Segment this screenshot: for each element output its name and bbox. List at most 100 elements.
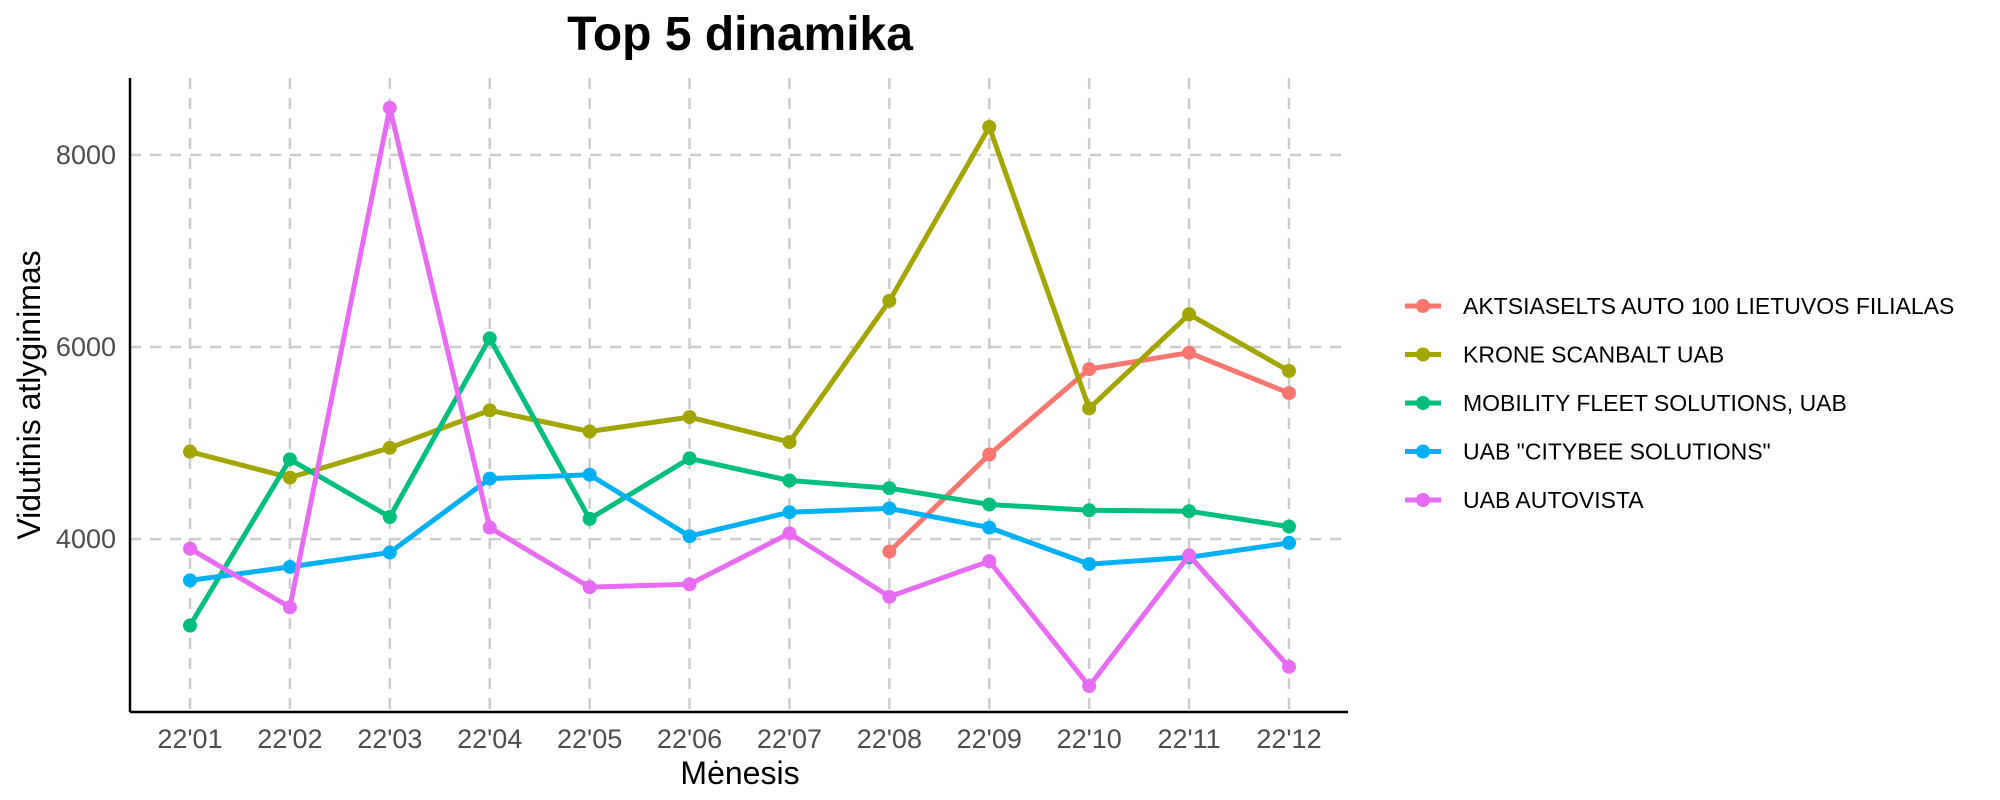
data-point (882, 501, 897, 516)
data-point (1282, 386, 1296, 401)
data-point (482, 471, 497, 486)
legend-label: AKTSIASELTS AUTO 100 LIETUVOS FILIALAS (1463, 293, 1954, 319)
data-point (1182, 504, 1197, 519)
data-point (382, 440, 397, 455)
data-point (682, 410, 697, 425)
data-point (282, 559, 297, 574)
data-point (1082, 503, 1097, 518)
x-tick-label: 22'12 (1256, 724, 1321, 754)
data-point (282, 470, 297, 485)
legend-label: KRONE SCANBALT UAB (1463, 342, 1724, 368)
x-axis-title: Mėnesis (680, 755, 799, 791)
legend-item: UAB "CITYBEE SOLUTIONS" (1405, 439, 1771, 465)
data-point (183, 618, 197, 633)
series-group (183, 119, 1296, 485)
series-group (183, 467, 1296, 588)
series-line (187, 335, 1292, 628)
x-tick-label: 22'03 (357, 724, 422, 754)
data-point (482, 331, 497, 346)
series-line (187, 124, 1292, 481)
x-tick-label: 22'11 (1157, 724, 1220, 754)
legend-item: UAB AUTOVISTA (1405, 487, 1644, 513)
data-point (582, 467, 597, 482)
legend-item: KRONE SCANBALT UAB (1405, 342, 1724, 368)
x-tick-label: 22'02 (257, 724, 322, 754)
data-point (982, 497, 997, 512)
data-point (1282, 363, 1296, 378)
data-point (982, 520, 997, 535)
data-point (782, 526, 797, 541)
data-point (1082, 362, 1097, 377)
data-point (282, 600, 297, 615)
data-point (382, 509, 397, 524)
data-point (1182, 307, 1197, 322)
y-tick-labels: 4000 6000 8000 (56, 140, 116, 554)
data-point (782, 435, 797, 450)
legend-label: UAB "CITYBEE SOLUTIONS" (1463, 439, 1771, 465)
data-point (1282, 519, 1296, 534)
data-point (1082, 557, 1097, 572)
x-tick-label: 22'09 (957, 724, 1022, 754)
legend: AKTSIASELTS AUTO 100 LIETUVOS FILIALAS KR… (1405, 293, 1954, 513)
legend-marker (1416, 493, 1430, 507)
data-point (682, 577, 697, 592)
data-point (982, 447, 997, 462)
data-point (682, 529, 697, 544)
data-point (183, 541, 197, 556)
data-point (582, 424, 597, 439)
series-group (882, 345, 1296, 559)
y-tick-label: 6000 (56, 332, 116, 362)
series-group (183, 100, 1296, 694)
x-tick-label: 22'04 (457, 724, 522, 754)
data-point (582, 511, 597, 526)
data-point (482, 403, 497, 418)
data-point (882, 481, 897, 496)
data-point (1282, 535, 1296, 550)
legend-marker (1416, 299, 1430, 313)
chart-title: Top 5 dinamika (567, 8, 913, 61)
data-point (1282, 659, 1296, 674)
data-point (183, 573, 197, 588)
data-point (982, 119, 997, 134)
data-point (882, 544, 897, 559)
series-layer (183, 100, 1296, 694)
legend-marker (1416, 444, 1430, 459)
data-point (482, 520, 497, 535)
series-group (183, 331, 1296, 633)
y-tick-label: 8000 (56, 140, 116, 170)
x-tick-label: 22'08 (857, 724, 922, 754)
data-point (782, 505, 797, 520)
data-point (382, 545, 397, 560)
data-point (282, 452, 297, 467)
data-point (1082, 679, 1097, 694)
data-point (382, 100, 397, 115)
x-tick-label: 22'01 (157, 724, 222, 754)
data-point (782, 473, 797, 488)
legend-marker (1416, 396, 1430, 410)
legend-label: MOBILITY FLEET SOLUTIONS, UAB (1463, 390, 1847, 416)
legend-item: MOBILITY FLEET SOLUTIONS, UAB (1405, 390, 1847, 416)
series-line (187, 105, 1292, 689)
x-tick-label: 22'10 (1057, 724, 1122, 754)
series-line (187, 472, 1292, 583)
data-point (1082, 401, 1097, 416)
grid-layer (130, 78, 1348, 712)
legend-label: UAB AUTOVISTA (1463, 487, 1644, 513)
x-tick-label: 22'06 (657, 724, 722, 754)
x-tick-label: 22'05 (557, 724, 622, 754)
legend-marker (1416, 347, 1430, 362)
x-tick-label: 22'07 (757, 724, 822, 754)
legend-item: AKTSIASELTS AUTO 100 LIETUVOS FILIALAS (1405, 293, 1954, 319)
x-tick-labels: 22'01 22'02 22'03 22'04 22'05 22'06 22'07 22'08… (157, 724, 1321, 754)
data-point (882, 293, 897, 308)
data-point (1182, 548, 1197, 563)
data-point (582, 580, 597, 595)
data-point (682, 451, 697, 466)
y-tick-label: 4000 (56, 524, 116, 554)
data-point (982, 554, 997, 569)
data-point (1182, 345, 1197, 360)
y-axis-title: Vidutinis atlyginimas (11, 250, 47, 539)
data-point (183, 444, 197, 459)
data-point (882, 589, 897, 604)
